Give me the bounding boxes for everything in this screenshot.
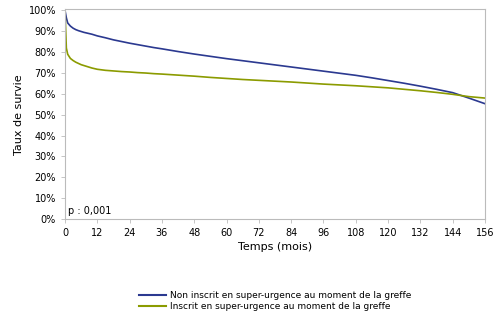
Y-axis label: Taux de survie: Taux de survie xyxy=(14,74,24,155)
Inscrit en super-urgence au moment de la greffe xyxy=(64,52,70,56)
Inscrit en super-urgence au moment de la greffe xyxy=(385,86,391,90)
Legend: Non inscrit en super-urgence au moment de la greffe, Inscrit en super-urgence au: Non inscrit en super-urgence au moment d… xyxy=(138,291,411,311)
Inscrit en super-urgence au moment de la greffe xyxy=(134,71,140,74)
Non inscrit en super-urgence au moment de la greffe xyxy=(118,40,124,44)
Inscrit en super-urgence au moment de la greffe xyxy=(482,96,488,100)
Non inscrit en super-urgence au moment de la greffe xyxy=(126,41,132,45)
Non inscrit en super-urgence au moment de la greffe xyxy=(288,65,294,69)
Inscrit en super-urgence au moment de la greffe xyxy=(369,85,375,89)
Non inscrit en super-urgence au moment de la greffe xyxy=(143,44,149,48)
Non inscrit en super-urgence au moment de la greffe xyxy=(151,46,157,49)
Inscrit en super-urgence au moment de la greffe xyxy=(304,81,310,85)
Non inscrit en super-urgence au moment de la greffe xyxy=(450,91,456,95)
Non inscrit en super-urgence au moment de la greffe xyxy=(64,16,70,20)
Inscrit en super-urgence au moment de la greffe xyxy=(73,60,79,64)
Non inscrit en super-urgence au moment de la greffe xyxy=(353,74,359,77)
Inscrit en super-urgence au moment de la greffe xyxy=(86,65,92,69)
Inscrit en super-urgence au moment de la greffe xyxy=(62,8,68,12)
Inscrit en super-urgence au moment de la greffe xyxy=(224,77,230,80)
Inscrit en super-urgence au moment de la greffe xyxy=(466,95,472,99)
Non inscrit en super-urgence au moment de la greffe xyxy=(92,33,98,37)
Inscrit en super-urgence au moment de la greffe xyxy=(81,64,87,67)
Non inscrit en super-urgence au moment de la greffe xyxy=(320,69,326,73)
Non inscrit en super-urgence au moment de la greffe xyxy=(466,96,472,100)
Non inscrit en super-urgence au moment de la greffe xyxy=(110,38,116,42)
Inscrit en super-urgence au moment de la greffe xyxy=(126,70,132,74)
Non inscrit en super-urgence au moment de la greffe xyxy=(159,47,165,51)
Inscrit en super-urgence au moment de la greffe xyxy=(84,64,89,68)
Non inscrit en super-urgence au moment de la greffe xyxy=(94,34,100,38)
X-axis label: Temps (mois): Temps (mois) xyxy=(238,242,312,252)
Inscrit en super-urgence au moment de la greffe xyxy=(102,69,108,72)
Inscrit en super-urgence au moment de la greffe xyxy=(78,63,84,67)
Inscrit en super-urgence au moment de la greffe xyxy=(272,79,278,83)
Inscrit en super-urgence au moment de la greffe xyxy=(76,62,82,65)
Non inscrit en super-urgence au moment de la greffe xyxy=(224,57,230,60)
Inscrit en super-urgence au moment de la greffe xyxy=(92,67,98,70)
Non inscrit en super-urgence au moment de la greffe xyxy=(256,61,262,65)
Inscrit en super-urgence au moment de la greffe xyxy=(143,71,149,75)
Non inscrit en super-urgence au moment de la greffe xyxy=(175,50,181,54)
Non inscrit en super-urgence au moment de la greffe xyxy=(401,81,407,85)
Non inscrit en super-urgence au moment de la greffe xyxy=(272,63,278,67)
Non inscrit en super-urgence au moment de la greffe xyxy=(134,43,140,47)
Inscrit en super-urgence au moment de la greffe xyxy=(191,74,197,78)
Inscrit en super-urgence au moment de la greffe xyxy=(353,84,359,88)
Inscrit en super-urgence au moment de la greffe xyxy=(68,57,73,60)
Non inscrit en super-urgence au moment de la greffe xyxy=(64,21,70,25)
Non inscrit en super-urgence au moment de la greffe xyxy=(78,30,84,33)
Inscrit en super-urgence au moment de la greffe xyxy=(288,80,294,84)
Non inscrit en super-urgence au moment de la greffe xyxy=(304,67,310,71)
Inscrit en super-urgence au moment de la greffe xyxy=(175,73,181,77)
Inscrit en super-urgence au moment de la greffe xyxy=(336,83,342,87)
Non inscrit en super-urgence au moment de la greffe xyxy=(86,32,92,35)
Inscrit en super-urgence au moment de la greffe xyxy=(320,82,326,86)
Non inscrit en super-urgence au moment de la greffe xyxy=(73,28,79,32)
Non inscrit en super-urgence au moment de la greffe xyxy=(70,26,76,30)
Inscrit en super-urgence au moment de la greffe xyxy=(159,72,165,76)
Line: Non inscrit en super-urgence au moment de la greffe: Non inscrit en super-urgence au moment d… xyxy=(65,10,485,104)
Inscrit en super-urgence au moment de la greffe xyxy=(401,87,407,91)
Non inscrit en super-urgence au moment de la greffe xyxy=(208,54,214,58)
Non inscrit en super-urgence au moment de la greffe xyxy=(68,24,73,28)
Inscrit en super-urgence au moment de la greffe xyxy=(118,70,124,74)
Inscrit en super-urgence au moment de la greffe xyxy=(151,72,157,75)
Inscrit en super-urgence au moment de la greffe xyxy=(240,78,246,81)
Non inscrit en super-urgence au moment de la greffe xyxy=(191,52,197,56)
Inscrit en super-urgence au moment de la greffe xyxy=(64,46,70,50)
Inscrit en super-urgence au moment de la greffe xyxy=(450,92,456,96)
Non inscrit en super-urgence au moment de la greffe xyxy=(240,59,246,63)
Inscrit en super-urgence au moment de la greffe xyxy=(208,75,214,79)
Non inscrit en super-urgence au moment de la greffe xyxy=(81,30,87,34)
Non inscrit en super-urgence au moment de la greffe xyxy=(89,32,95,36)
Inscrit en super-urgence au moment de la greffe xyxy=(434,90,440,94)
Non inscrit en super-urgence au moment de la greffe xyxy=(434,87,440,91)
Non inscrit en super-urgence au moment de la greffe xyxy=(336,71,342,75)
Inscrit en super-urgence au moment de la greffe xyxy=(418,89,424,93)
Inscrit en super-urgence au moment de la greffe xyxy=(94,67,100,71)
Non inscrit en super-urgence au moment de la greffe xyxy=(76,29,82,33)
Text: p : 0,001: p : 0,001 xyxy=(68,206,111,216)
Non inscrit en super-urgence au moment de la greffe xyxy=(418,84,424,88)
Non inscrit en super-urgence au moment de la greffe xyxy=(482,102,488,105)
Non inscrit en super-urgence au moment de la greffe xyxy=(84,31,89,35)
Inscrit en super-urgence au moment de la greffe xyxy=(110,69,116,73)
Non inscrit en super-urgence au moment de la greffe xyxy=(102,36,108,40)
Inscrit en super-urgence au moment de la greffe xyxy=(256,79,262,82)
Inscrit en super-urgence au moment de la greffe xyxy=(70,59,76,62)
Non inscrit en super-urgence au moment de la greffe xyxy=(385,79,391,82)
Non inscrit en super-urgence au moment de la greffe xyxy=(62,8,68,12)
Line: Inscrit en super-urgence au moment de la greffe: Inscrit en super-urgence au moment de la… xyxy=(65,10,485,98)
Non inscrit en super-urgence au moment de la greffe xyxy=(369,76,375,80)
Inscrit en super-urgence au moment de la greffe xyxy=(89,66,95,70)
